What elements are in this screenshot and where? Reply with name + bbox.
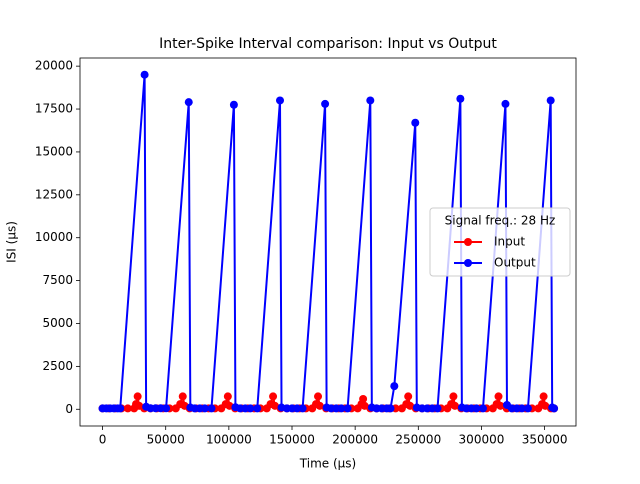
data-point xyxy=(200,404,209,413)
data-point xyxy=(550,404,559,413)
data-point xyxy=(494,392,503,401)
x-tick-label: 250000 xyxy=(395,433,441,447)
legend-label: Input xyxy=(494,235,525,249)
data-point xyxy=(315,401,324,410)
data-point xyxy=(343,404,352,413)
data-point xyxy=(472,404,481,413)
data-point xyxy=(450,401,459,410)
y-tick-label: 15000 xyxy=(35,144,73,158)
data-point xyxy=(178,392,187,401)
data-point xyxy=(269,392,278,401)
data-point xyxy=(411,118,420,127)
legend: Signal freq.: 28 Hz Input Output xyxy=(429,207,571,277)
chart-title: Inter-Spike Interval comparison: Input v… xyxy=(159,36,497,52)
data-point xyxy=(293,404,302,413)
legend-marker xyxy=(464,259,472,267)
data-point xyxy=(140,70,149,79)
x-tick-label: 200000 xyxy=(332,433,378,447)
data-point xyxy=(298,404,307,413)
y-tick-label: 5000 xyxy=(42,316,73,330)
data-point xyxy=(501,99,510,108)
legend-label: Output xyxy=(494,256,536,270)
series xyxy=(98,70,559,413)
data-point xyxy=(314,392,323,401)
legend-marker xyxy=(464,238,472,246)
legend-title: Signal freq.: 28 Hz xyxy=(445,214,556,228)
data-point xyxy=(386,404,395,413)
data-point xyxy=(433,404,442,413)
data-point xyxy=(116,404,125,413)
data-point xyxy=(223,392,232,401)
x-tick-label: 0 xyxy=(99,433,107,447)
data-point xyxy=(404,392,413,401)
x-tick-label: 50000 xyxy=(147,433,185,447)
y-tick-label: 0 xyxy=(65,402,73,416)
y-tick-label: 10000 xyxy=(35,230,73,244)
x-tick-label: 300000 xyxy=(459,433,505,447)
data-point xyxy=(449,392,458,401)
data-point xyxy=(456,94,465,103)
y-tick-label: 2500 xyxy=(42,359,73,373)
data-point xyxy=(517,404,526,413)
data-point xyxy=(337,404,346,413)
y-tick-label: 7500 xyxy=(42,273,73,287)
x-axis-label: Time (μs) xyxy=(299,457,356,471)
y-tick-label: 20000 xyxy=(35,59,73,73)
data-point xyxy=(246,404,255,413)
data-point xyxy=(184,98,193,107)
data-point xyxy=(133,392,142,401)
data-point xyxy=(496,401,505,410)
data-point xyxy=(229,100,238,109)
data-point xyxy=(546,96,555,105)
y-axis-label: ISI (μs) xyxy=(5,221,19,263)
data-point xyxy=(390,382,399,391)
data-point xyxy=(253,404,262,413)
data-point xyxy=(539,392,548,401)
plot-frame xyxy=(79,57,577,427)
y-tick-label: 12500 xyxy=(35,187,73,201)
legend-box xyxy=(429,207,571,277)
data-point xyxy=(523,404,532,413)
data-point xyxy=(321,99,330,108)
data-point xyxy=(478,404,487,413)
data-point xyxy=(276,96,285,105)
data-point xyxy=(162,404,171,413)
x-tick-label: 350000 xyxy=(522,433,568,447)
data-point xyxy=(359,394,368,403)
x-tick-label: 100000 xyxy=(206,433,252,447)
data-point xyxy=(207,404,216,413)
x-tick-label: 150000 xyxy=(269,433,315,447)
data-point xyxy=(123,404,132,413)
y-tick-label: 17500 xyxy=(35,102,73,116)
data-point xyxy=(366,96,375,105)
